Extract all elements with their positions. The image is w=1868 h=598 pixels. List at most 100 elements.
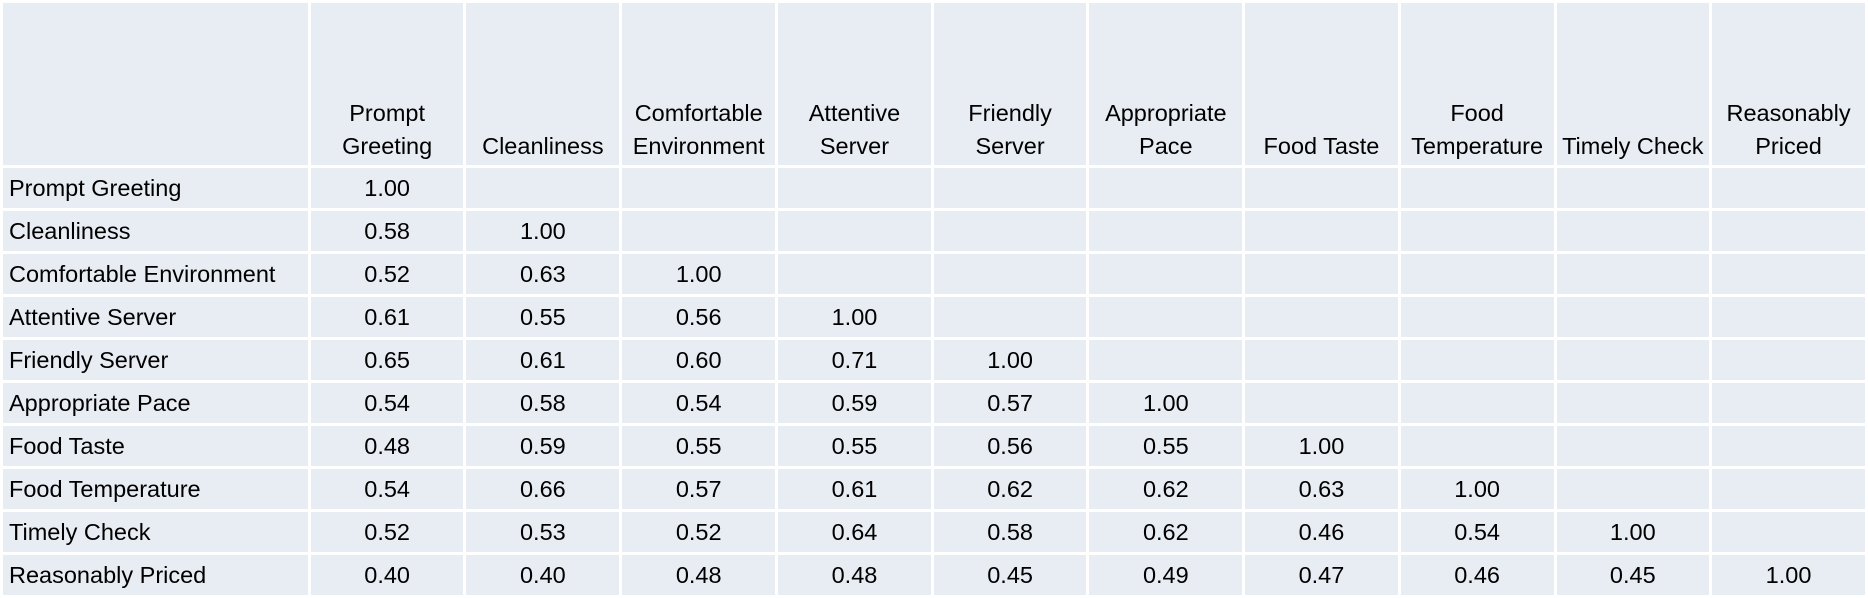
empty-cell [1709,337,1868,383]
empty-cell [1086,251,1246,297]
corner-cell [0,0,311,168]
empty-cell [1242,251,1401,297]
empty-cell [1242,208,1401,254]
correlation-value: 1.00 [1553,509,1713,555]
table-row: Prompt Greeting 1.00 [0,165,1868,211]
correlation-value: 0.65 [307,337,467,383]
empty-cell [1709,208,1868,254]
correlation-value: 0.60 [619,337,779,383]
correlation-value: 0.63 [463,251,623,297]
empty-cell [930,251,1090,297]
correlation-value: 0.57 [619,466,779,512]
correlation-value: 0.62 [930,466,1090,512]
empty-cell [1709,509,1868,555]
empty-cell [1242,165,1401,211]
correlation-value: 0.53 [463,509,623,555]
empty-cell [1553,294,1713,340]
correlation-value: 0.52 [307,251,467,297]
row-label: Timely Check [0,509,311,555]
empty-cell [1553,466,1713,512]
row-label: Comfortable Environment [0,251,311,297]
column-header-line: Reasonably [1726,100,1851,126]
empty-cell [1709,251,1868,297]
empty-cell [1553,337,1713,383]
empty-cell [775,208,934,254]
column-header-line: Comfortable [634,100,763,126]
empty-cell [1242,380,1401,426]
empty-cell [1553,251,1713,297]
correlation-value: 0.61 [307,294,467,340]
correlation-value: 0.40 [307,552,467,598]
correlation-value: 1.00 [463,208,623,254]
correlation-value: 1.00 [619,251,779,297]
correlation-value: 0.66 [463,466,623,512]
correlation-value: 0.40 [463,552,623,598]
column-header-line: Timely Check [1562,133,1704,159]
correlation-value: 0.49 [1086,552,1246,598]
correlation-value: 1.00 [307,165,467,211]
column-header-line: Pace [1139,133,1193,159]
column-header-line: Appropriate [1105,100,1227,126]
column-header-line: Greeting [342,133,433,159]
correlation-value: 1.00 [1242,423,1401,469]
header-row: Prompt Greeting Cleanliness Comfortable Envi… [0,0,1868,168]
empty-cell [930,165,1090,211]
correlation-value: 0.54 [307,380,467,426]
row-label: Prompt Greeting [0,165,311,211]
correlation-value: 1.00 [1397,466,1557,512]
empty-cell [775,165,934,211]
empty-cell [1397,423,1557,469]
empty-cell [463,165,623,211]
correlation-value: 1.00 [930,337,1090,383]
column-header-line: Food Taste [1263,133,1380,159]
column-header-line: Attentive [808,100,901,126]
correlation-value: 0.58 [463,380,623,426]
empty-cell [1397,337,1557,383]
column-header-line: Food [1450,100,1504,126]
row-label: Food Temperature [0,466,311,512]
table-row: Comfortable Environment 0.52 0.63 1.00 [0,251,1868,297]
table-header: Prompt Greeting Cleanliness Comfortable Envi… [0,0,1868,168]
empty-cell [1709,380,1868,426]
column-header-line: Friendly [968,100,1052,126]
empty-cell [1397,251,1557,297]
column-header-line: Cleanliness [482,133,604,159]
correlation-value: 0.55 [463,294,623,340]
column-header: Comfortable Environment [619,0,779,168]
column-header: Timely Check [1553,0,1713,168]
empty-cell [1553,423,1713,469]
correlation-value: 0.64 [775,509,934,555]
empty-cell [1086,337,1246,383]
column-header: Friendly Server [930,0,1090,168]
empty-cell [1242,294,1401,340]
correlation-value: 0.54 [1397,509,1557,555]
correlation-value: 0.54 [619,380,779,426]
empty-cell [1553,380,1713,426]
correlation-value: 0.55 [1086,423,1246,469]
correlation-value: 0.46 [1242,509,1401,555]
correlation-value: 0.71 [775,337,934,383]
column-header-line: Priced [1755,133,1822,159]
empty-cell [1397,165,1557,211]
correlation-value: 0.55 [619,423,779,469]
correlation-value: 0.57 [930,380,1090,426]
empty-cell [1086,165,1246,211]
correlation-value: 0.56 [619,294,779,340]
row-label: Appropriate Pace [0,380,311,426]
table-row: Friendly Server 0.65 0.61 0.60 0.71 1.00 [0,337,1868,383]
column-header: Reasonably Priced [1709,0,1868,168]
column-header: Cleanliness [463,0,623,168]
correlation-value: 0.58 [307,208,467,254]
correlation-value: 0.59 [463,423,623,469]
table-row: Food Temperature 0.54 0.66 0.57 0.61 0.62 0.62… [0,466,1868,512]
correlation-value: 0.59 [775,380,934,426]
column-header: Appropriate Pace [1086,0,1246,168]
row-label: Attentive Server [0,294,311,340]
column-header-line: Server [975,133,1045,159]
empty-cell [1709,466,1868,512]
column-header: Food Taste [1242,0,1401,168]
empty-cell [1709,165,1868,211]
empty-cell [1553,165,1713,211]
column-header: Food Temperature [1397,0,1557,168]
